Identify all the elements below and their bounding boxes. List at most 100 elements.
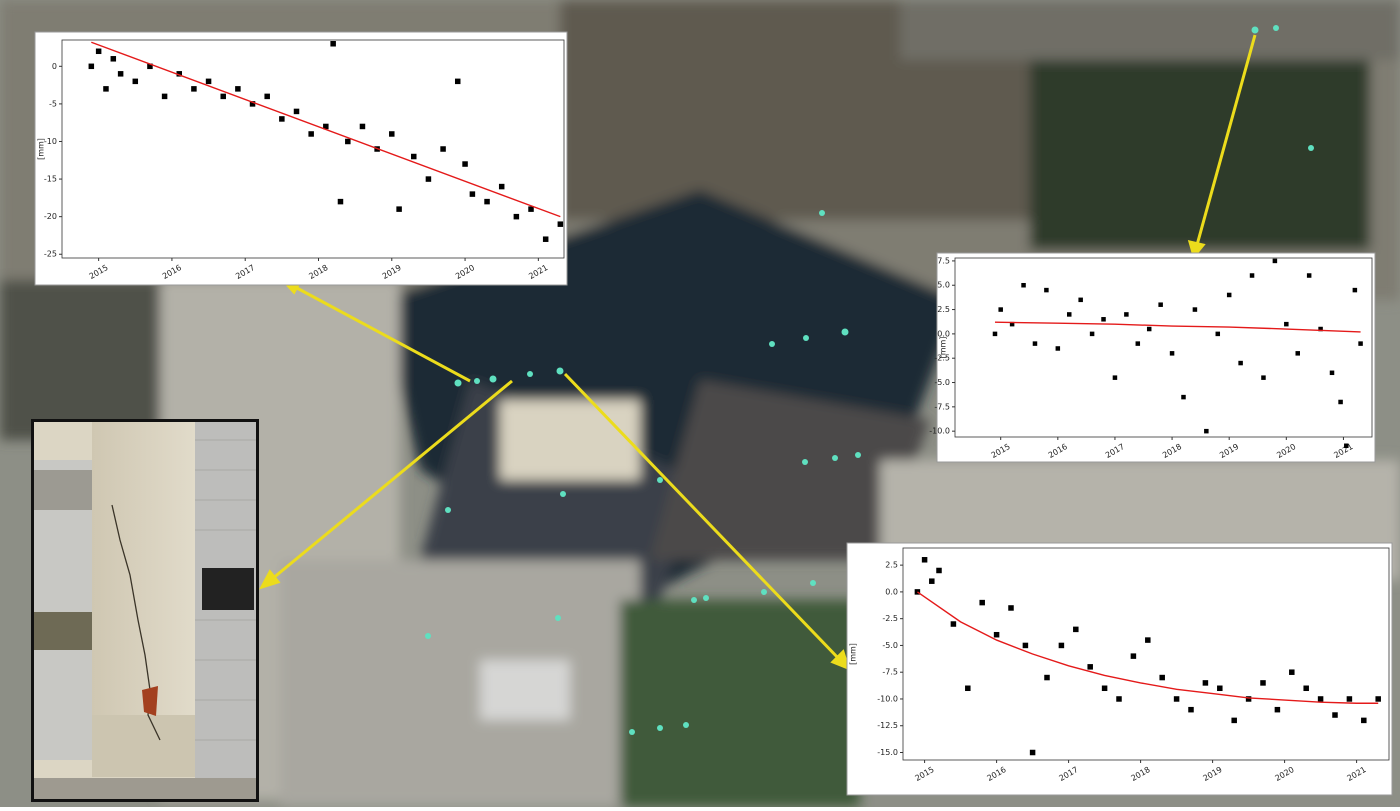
data-point (1136, 341, 1141, 346)
data-point (462, 161, 468, 167)
data-point (133, 79, 139, 85)
data-point (1353, 288, 1358, 293)
y-tick-label: -7.5 (934, 402, 950, 411)
data-point (264, 94, 270, 100)
y-tick-label: -10.0 (929, 427, 950, 436)
data-point (1023, 643, 1029, 649)
data-point (1203, 680, 1209, 686)
data-point (1145, 637, 1151, 643)
chart-frame (937, 253, 1375, 462)
y-tick-label: -15 (44, 175, 57, 184)
data-point (294, 109, 300, 115)
data-point (1170, 351, 1175, 356)
data-point (1347, 696, 1353, 702)
y-tick-label: 7.5 (937, 256, 950, 265)
data-point (191, 86, 197, 92)
y-tick-label: 5.0 (937, 281, 950, 290)
data-point (1275, 707, 1281, 713)
data-point (1261, 375, 1266, 380)
data-point (1193, 307, 1198, 312)
data-point (543, 236, 549, 242)
data-point (1231, 718, 1237, 724)
data-point (1101, 317, 1106, 322)
data-point (1131, 653, 1137, 659)
data-point (220, 94, 226, 100)
data-point (1044, 288, 1049, 293)
chart-frame (35, 32, 567, 285)
data-point (1030, 750, 1036, 756)
data-point (484, 199, 490, 205)
y-tick-label: 2.5 (885, 561, 898, 570)
data-point (1073, 627, 1079, 633)
data-point (103, 86, 109, 92)
data-point (1344, 444, 1349, 449)
data-point (965, 686, 971, 692)
data-point (1113, 375, 1118, 380)
data-point (389, 131, 395, 137)
data-point (1188, 707, 1194, 713)
y-axis-label: [mm] (849, 643, 858, 665)
data-point (936, 568, 942, 574)
data-point (1102, 686, 1108, 692)
y-tick-label: -25 (44, 250, 57, 259)
data-point (1147, 327, 1152, 332)
data-point (235, 86, 241, 92)
y-tick-label: 0 (52, 62, 57, 71)
page: 0-5-10-15-20-252015201620172018201920202… (0, 0, 1400, 807)
data-point (338, 199, 344, 205)
data-point (1260, 680, 1266, 686)
data-point (1008, 605, 1014, 611)
data-point (979, 600, 985, 606)
data-point (1116, 696, 1122, 702)
data-point (1295, 351, 1300, 356)
y-tick-label: -15.0 (877, 748, 898, 757)
data-point (1174, 696, 1180, 702)
y-tick-label: -7.5 (882, 668, 898, 677)
data-point (1273, 259, 1278, 264)
data-point (111, 56, 117, 62)
data-point (440, 146, 446, 152)
data-point (1059, 643, 1065, 649)
data-point (1158, 302, 1163, 307)
data-point (162, 94, 168, 100)
data-point (1338, 400, 1343, 405)
chart-frame (847, 543, 1392, 795)
data-point (1330, 371, 1335, 376)
data-point (1358, 341, 1363, 346)
data-point (1227, 293, 1232, 298)
data-point (929, 578, 935, 584)
data-point (206, 79, 212, 85)
y-tick-label: -10.0 (877, 694, 898, 703)
data-point (96, 49, 102, 55)
data-point (922, 557, 928, 563)
data-point (1067, 312, 1072, 317)
y-tick-label: -20 (44, 212, 57, 221)
data-point (308, 131, 314, 137)
data-point (1090, 332, 1095, 337)
y-tick-label: 2.5 (937, 305, 950, 314)
data-point (1216, 332, 1221, 337)
data-point (1044, 675, 1050, 681)
y-tick-label: 0.0 (885, 587, 898, 596)
data-point (499, 184, 505, 190)
data-point (1021, 283, 1026, 288)
data-point (345, 139, 351, 145)
data-point (998, 307, 1003, 312)
data-point (994, 632, 1000, 638)
data-point (396, 206, 402, 212)
y-tick-label: -5 (49, 99, 57, 108)
data-point (426, 176, 432, 182)
data-point (1307, 273, 1312, 278)
data-point (1318, 696, 1324, 702)
data-point (470, 191, 476, 197)
data-point (1159, 675, 1165, 681)
crack-photo (31, 419, 259, 802)
data-point (1332, 712, 1338, 718)
data-point (89, 64, 95, 70)
chart: 7.55.02.50.0-2.5-5.0-7.5-10.020152016201… (929, 253, 1375, 462)
data-point (360, 124, 366, 130)
data-point (1078, 298, 1083, 303)
data-point (951, 621, 957, 627)
data-point (1181, 395, 1186, 400)
